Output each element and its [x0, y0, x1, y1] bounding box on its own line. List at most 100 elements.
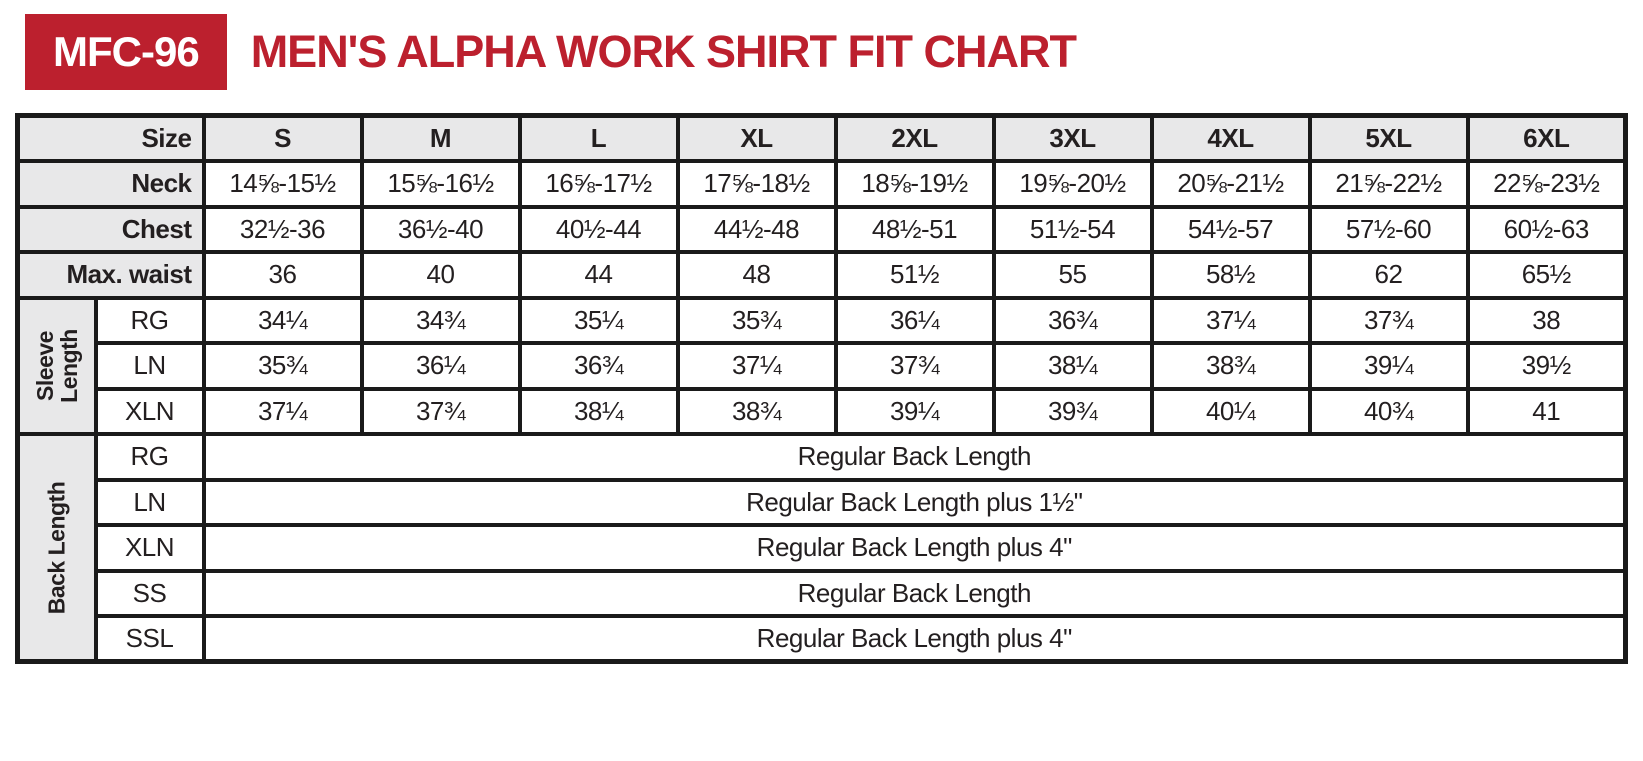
chest-value: 57½-60: [1307, 204, 1470, 254]
sleeve-rg-value: 38: [1465, 295, 1628, 345]
sleeve-xln-value: 40¾: [1307, 386, 1470, 436]
max-waist-value: 55: [991, 250, 1154, 300]
sleeve-rg-value: 35¼: [517, 295, 680, 345]
neck-value: 22⅝-23½: [1465, 159, 1628, 209]
sleeve-ln-value: 36¾: [517, 341, 680, 391]
sleeve-rg-value: 36¼: [833, 295, 996, 345]
chest-value: 54½-57: [1149, 204, 1312, 254]
size-column-header: 5XL: [1307, 113, 1470, 163]
sleeve-rg-value: 37¼: [1149, 295, 1312, 345]
sleeve-xln-row: XLN 37¼ 37¾ 38¼ 38¾ 39¼ 39¾ 40¼ 40¾ 41: [18, 386, 1628, 436]
sleeve-ln-value: 39¼: [1307, 341, 1470, 391]
back-ss-row: SS Regular Back Length: [18, 568, 1628, 618]
sleeve-ln-value: 36¼: [359, 341, 522, 391]
size-column-header: S: [201, 113, 364, 163]
sleeve-row-label-rg: RG: [93, 295, 206, 345]
size-column-header: 3XL: [991, 113, 1154, 163]
neck-value: 16⅝-17½: [517, 159, 680, 209]
chest-row: Chest 32½-36 36½-40 40½-44 44½-48 48½-51…: [15, 204, 1628, 254]
back-ln-value: Regular Back Length plus 1½": [201, 477, 1628, 527]
size-column-header: 4XL: [1149, 113, 1312, 163]
back-row-label-xln: XLN: [93, 523, 206, 573]
sleeve-ln-value: 37¼: [675, 341, 838, 391]
size-header-row: Size S M L XL 2XL 3XL 4XL 5XL 6XL: [15, 113, 1628, 163]
back-ssl-row: SSL Regular Back Length plus 4": [18, 614, 1628, 664]
max-waist-value: 40: [359, 250, 522, 300]
back-row-label-ssl: SSL: [93, 614, 206, 664]
sleeve-rg-value: 36¾: [991, 295, 1154, 345]
back-ssl-value: Regular Back Length plus 4": [201, 614, 1628, 664]
back-rg-row: Back Length RG Regular Back Length: [15, 432, 1628, 664]
neck-value: 21⅝-22½: [1307, 159, 1470, 209]
sleeve-xln-value: 38¾: [675, 386, 838, 436]
max-waist-value: 48: [675, 250, 838, 300]
sleeve-rg-value: 34¼: [201, 295, 364, 345]
back-length-group-label: Back Length: [43, 481, 70, 614]
sleeve-rg-row: Sleeve Length RG 34¼ 34¾ 35¼ 35¾ 36¼ 36¾…: [15, 295, 1628, 436]
neck-value: 20⅝-21½: [1149, 159, 1312, 209]
sleeve-xln-value: 37¾: [359, 386, 522, 436]
size-column-header: XL: [675, 113, 838, 163]
max-waist-value: 44: [517, 250, 680, 300]
back-row-label-ss: SS: [93, 568, 206, 618]
neck-value: 14⅝-15½: [201, 159, 364, 209]
sleeve-xln-value: 37¼: [201, 386, 364, 436]
sleeve-xln-value: 41: [1465, 386, 1628, 436]
size-column-header: L: [517, 113, 680, 163]
product-code-badge: MFC-96: [25, 14, 227, 90]
sleeve-ln-row: LN 35¾ 36¼ 36¾ 37¼ 37¾ 38¼ 38¾ 39¼ 39½: [18, 341, 1628, 391]
sleeve-rg-value: 34¾: [359, 295, 522, 345]
neck-row: Neck 14⅝-15½ 15⅝-16½ 16⅝-17½ 17⅝-18½ 18⅝…: [15, 159, 1628, 209]
chest-value: 51½-54: [991, 204, 1154, 254]
max-waist-value: 36: [201, 250, 364, 300]
sleeve-xln-value: 39¾: [991, 386, 1154, 436]
size-column-header: M: [359, 113, 522, 163]
max-waist-value: 65½: [1465, 250, 1628, 300]
back-length-group-cell: Back Length: [15, 432, 98, 664]
back-ss-value: Regular Back Length: [201, 568, 1628, 618]
sleeve-rg-value: 37¾: [1307, 295, 1470, 345]
sleeve-row-label-xln: XLN: [93, 386, 206, 436]
sleeve-row-label-ln: LN: [93, 341, 206, 391]
chest-value: 48½-51: [833, 204, 996, 254]
sleeve-xln-value: 40¼: [1149, 386, 1312, 436]
neck-value: 19⅝-20½: [991, 159, 1154, 209]
chest-value: 36½-40: [359, 204, 522, 254]
sleeve-ln-value: 35¾: [201, 341, 364, 391]
sleeve-rg-value: 35¾: [675, 295, 838, 345]
max-waist-value: 51½: [833, 250, 996, 300]
sleeve-ln-value: 38¼: [991, 341, 1154, 391]
sleeve-ln-value: 37¾: [833, 341, 996, 391]
row-label-max-waist: Max. waist: [15, 250, 206, 300]
max-waist-value: 62: [1307, 250, 1470, 300]
row-label-neck: Neck: [15, 159, 206, 209]
neck-value: 18⅝-19½: [833, 159, 996, 209]
sleeve-ln-value: 38¾: [1149, 341, 1312, 391]
back-xln-value: Regular Back Length plus 4": [201, 523, 1628, 573]
back-xln-row: XLN Regular Back Length plus 4": [18, 523, 1628, 573]
chest-value: 44½-48: [675, 204, 838, 254]
sleeve-xln-value: 39¼: [833, 386, 996, 436]
sleeve-length-group-cell: Sleeve Length: [15, 295, 98, 436]
neck-value: 15⅝-16½: [359, 159, 522, 209]
page-title: MEN'S ALPHA WORK SHIRT FIT CHART: [250, 26, 1077, 77]
page-header: MFC-96 MEN'S ALPHA WORK SHIRT FIT CHART: [0, 0, 1643, 92]
chest-value: 40½-44: [517, 204, 680, 254]
size-column-header: 2XL: [833, 113, 996, 163]
sleeve-ln-value: 39½: [1465, 341, 1628, 391]
sleeve-length-group-label: Sleeve Length: [31, 328, 82, 403]
fit-chart-table: Size S M L XL 2XL 3XL 4XL 5XL 6XL Neck 1…: [15, 113, 1628, 664]
neck-value: 17⅝-18½: [675, 159, 838, 209]
max-waist-value: 58½: [1149, 250, 1312, 300]
sleeve-xln-value: 38¼: [517, 386, 680, 436]
chest-value: 32½-36: [201, 204, 364, 254]
back-row-label-ln: LN: [93, 477, 206, 527]
size-header-cell: Size: [15, 113, 206, 163]
row-label-chest: Chest: [15, 204, 206, 254]
chest-value: 60½-63: [1465, 204, 1628, 254]
back-row-label-rg: RG: [93, 432, 206, 482]
max-waist-row: Max. waist 36 40 44 48 51½ 55 58½ 62 65½: [15, 250, 1628, 300]
size-column-header: 6XL: [1465, 113, 1628, 163]
back-ln-row: LN Regular Back Length plus 1½": [18, 477, 1628, 527]
